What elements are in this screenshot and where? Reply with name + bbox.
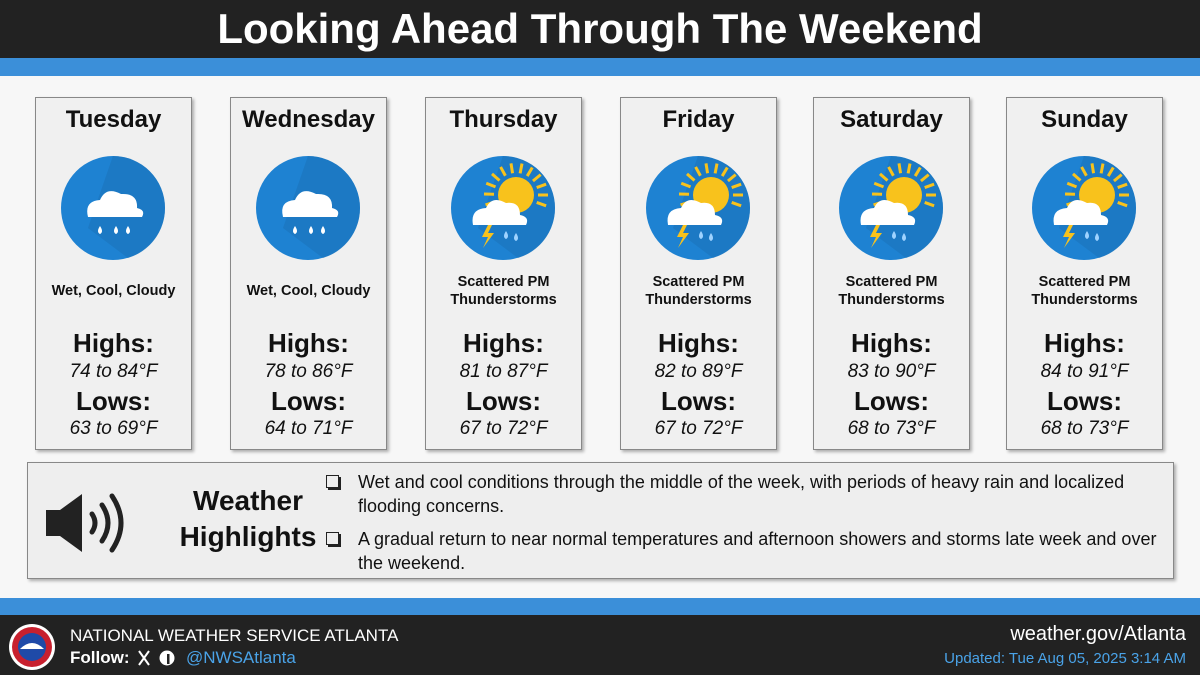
- lows-label: Lows:: [270, 386, 347, 416]
- stripe: [0, 58, 1200, 76]
- day-card: Wednesday Wet, Cool, Cloudy Highs: 78 to 86…: [230, 97, 387, 450]
- highs-label: Highs:: [463, 328, 544, 358]
- day-name: Saturday: [840, 106, 943, 133]
- highs-label: Highs:: [268, 328, 349, 358]
- condition-box: Scattered PM Thunderstorms: [625, 268, 772, 314]
- lows-label: Lows:: [1046, 386, 1123, 416]
- highs-label: Highs:: [658, 328, 739, 358]
- lows-range: 68 to 73°F: [1040, 418, 1129, 439]
- condition: Wet, Cool, Cloudy: [51, 283, 176, 299]
- day-name: Sunday: [1041, 106, 1128, 133]
- day-card: Tuesday Wet, Cool, Cloudy Highs: 74 to 84°F…: [35, 97, 192, 450]
- day-name: Thursday: [449, 106, 558, 133]
- highlights-title: Weather Highlights: [179, 485, 317, 552]
- website[interactable]: weather.gov/Atlanta: [1010, 623, 1186, 645]
- stripe: [0, 598, 1200, 615]
- condition-box: Wet, Cool, Cloudy: [235, 268, 382, 314]
- condition: Scattered PM Thunderstorms: [838, 274, 945, 308]
- highs-range: 82 to 89°F: [654, 361, 743, 382]
- condition-box: Scattered PM Thunderstorms: [1011, 268, 1158, 314]
- lows-range: 67 to 72°F: [654, 418, 743, 439]
- day-card: Sunday Scattered PM Thunderstorms Highs: 84…: [1006, 97, 1163, 450]
- office: NATIONAL WEATHER SERVICE ATLANTA: [70, 626, 399, 645]
- bullet: Wet and cool conditions through the midd…: [326, 470, 1158, 518]
- highs-range: 78 to 86°F: [264, 361, 353, 382]
- bullet-text: Wet and cool conditions through the midd…: [358, 472, 1125, 516]
- highs-range: 83 to 90°F: [847, 361, 936, 382]
- lows-label: Lows:: [853, 386, 930, 416]
- follow: Follow:: [70, 648, 130, 667]
- weather-icon: [253, 153, 363, 268]
- nws-logo: [9, 624, 55, 670]
- day-card: Friday Scattered PM Thunderstorms Highs: 82…: [620, 97, 777, 450]
- speaker-icon: [46, 493, 124, 553]
- condition-box: Wet, Cool, Cloudy: [40, 268, 187, 314]
- weather-icon: [643, 153, 753, 268]
- weather-icon: [1029, 153, 1139, 268]
- bullet: A gradual return to near normal temperat…: [326, 527, 1158, 575]
- weather-icon: [836, 153, 946, 268]
- condition-box: Scattered PM Thunderstorms: [430, 268, 577, 314]
- day-name: Friday: [662, 106, 735, 133]
- lows-range: 68 to 73°F: [847, 418, 936, 439]
- condition-box: Scattered PM Thunderstorms: [818, 268, 965, 314]
- weather-icon: [448, 153, 558, 268]
- highs-label: Highs:: [73, 328, 154, 358]
- lows-range: 64 to 71°F: [264, 418, 353, 439]
- condition: Scattered PM Thunderstorms: [450, 274, 557, 308]
- lows-label: Lows:: [75, 386, 152, 416]
- condition: Wet, Cool, Cloudy: [246, 283, 371, 299]
- condition: Scattered PM Thunderstorms: [1031, 274, 1138, 308]
- highs-label: Highs:: [851, 328, 932, 358]
- day-card: Thursday Scattered PM Thunderstorms Highs:…: [425, 97, 582, 450]
- lows-range: 63 to 69°F: [69, 418, 158, 439]
- lows-label: Lows:: [465, 386, 542, 416]
- lows-label: Lows:: [660, 386, 737, 416]
- highlights-box: Weather Highlights Wet and cool conditio…: [27, 462, 1174, 579]
- day-name: Wednesday: [242, 106, 375, 133]
- highs-range: 81 to 87°F: [459, 361, 548, 382]
- highs-range: 84 to 91°F: [1040, 361, 1129, 382]
- weather-icon: [58, 153, 168, 268]
- footer: NATIONAL WEATHER SERVICE ATLANTA Follow:…: [0, 615, 1200, 675]
- highs-range: 74 to 84°F: [69, 361, 158, 382]
- day-card: Saturday Scattered PM Thunderstorms Highs:…: [813, 97, 970, 450]
- condition: Scattered PM Thunderstorms: [645, 274, 752, 308]
- lows-range: 67 to 72°F: [459, 418, 548, 439]
- bullet-text: A gradual return to near normal temperat…: [358, 529, 1157, 573]
- social-icons: [138, 650, 175, 666]
- handle[interactable]: @NWSAtlanta: [186, 648, 296, 667]
- day-name: Tuesday: [65, 106, 162, 133]
- updated: Updated: Tue Aug 05, 2025 3:14 AM: [944, 650, 1186, 667]
- header-title: Looking Ahead Through The Weekend: [0, 0, 1200, 58]
- highs-label: Highs:: [1044, 328, 1125, 358]
